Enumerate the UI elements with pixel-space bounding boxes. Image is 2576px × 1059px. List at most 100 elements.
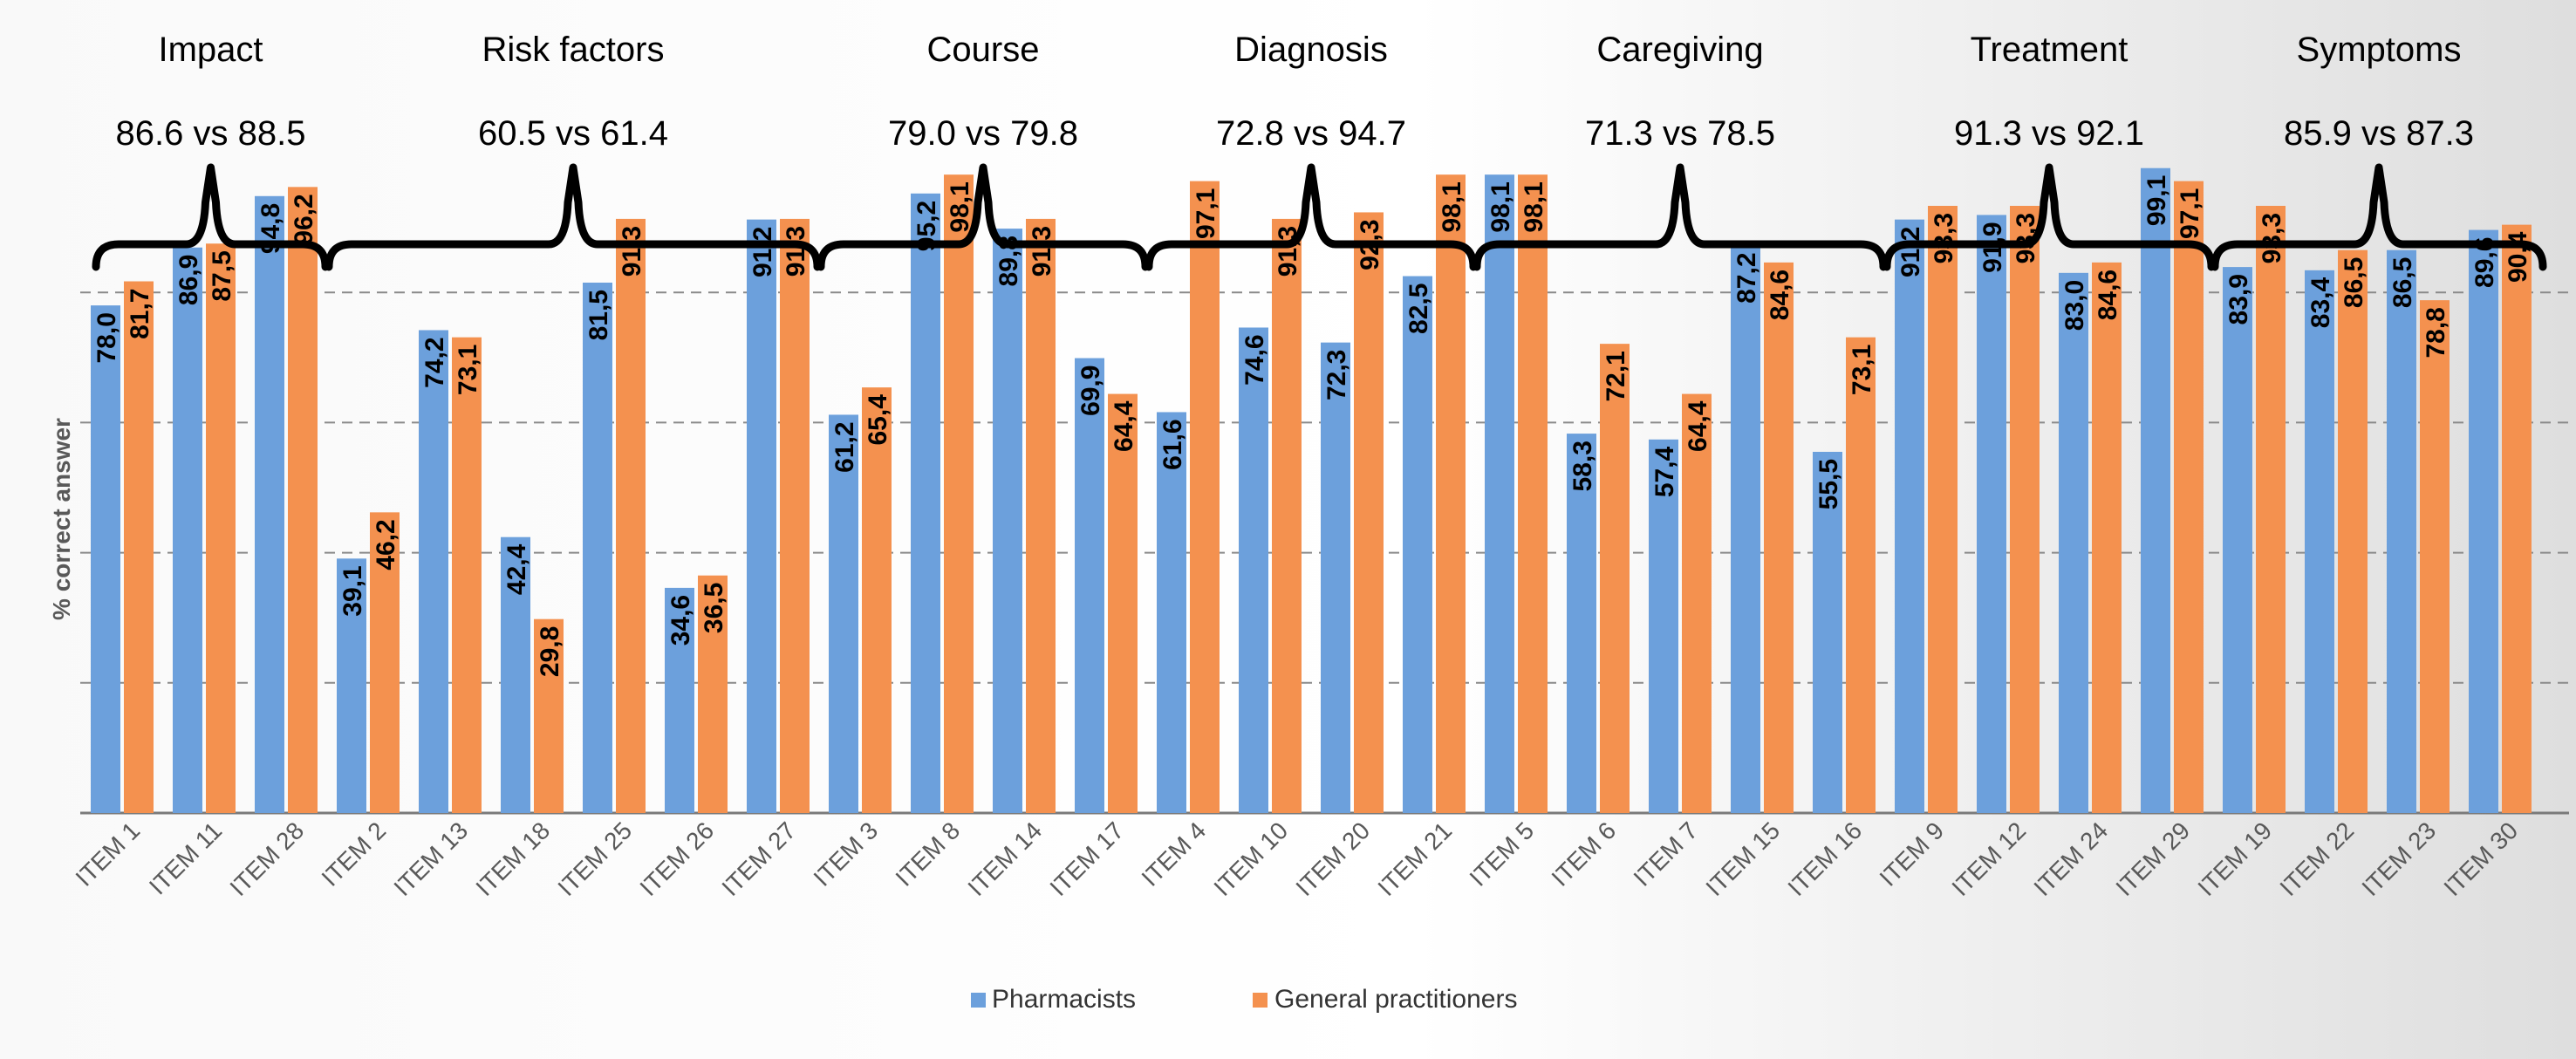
bar-pharmacists <box>1321 342 1350 814</box>
x-tick-label: ITEM 16 <box>1783 816 1868 901</box>
data-label-pharmacists: 61,6 <box>1158 419 1187 469</box>
bar-general-practitioners <box>2420 300 2450 814</box>
data-label-general-practitioners: 96,2 <box>290 194 318 244</box>
x-tick-label: ITEM 23 <box>2357 816 2442 901</box>
data-label-general-practitioners: 81,7 <box>126 289 154 339</box>
category-score-symptoms: 85.9 vs 87.3 <box>2284 114 2474 153</box>
bar-pharmacists <box>173 247 202 813</box>
category-title-caregiving: Caregiving <box>1596 31 1763 69</box>
bar-general-practitioners <box>1764 262 1794 813</box>
data-label-general-practitioners: 98,1 <box>1520 181 1548 232</box>
bar-general-practitioners <box>370 512 400 813</box>
category-score-course: 79.0 vs 79.8 <box>888 114 1078 153</box>
x-tick-label: ITEM 26 <box>635 816 720 901</box>
legend-swatch-general-practitioners <box>1253 993 1268 1008</box>
bar-general-practitioners <box>780 218 810 814</box>
bar-general-practitioners <box>2092 262 2122 813</box>
data-label-pharmacists: 83,9 <box>2224 274 2253 325</box>
data-label-pharmacists: 91,2 <box>1896 227 1925 277</box>
bar-pharmacists <box>1403 276 1432 813</box>
category-title-diagnosis: Diagnosis <box>1234 31 1388 69</box>
bar-general-practitioners <box>2338 249 2368 814</box>
data-label-pharmacists: 58,3 <box>1568 441 1597 491</box>
x-tick-label: ITEM 30 <box>2439 816 2524 901</box>
category-score-diagnosis: 72.8 vs 94.7 <box>1216 114 1406 153</box>
data-label-general-practitioners: 93,3 <box>1930 213 1958 263</box>
category-score-impact: 86.6 vs 88.5 <box>116 114 306 153</box>
data-label-pharmacists: 39,1 <box>338 565 367 616</box>
x-tick-label: ITEM 18 <box>471 816 556 901</box>
category-headers: Impact 86.6 vs 88.5 Risk factors 60.5 vs 61… <box>116 31 2474 153</box>
x-tick-label: ITEM 19 <box>2193 816 2278 901</box>
bar-pharmacists <box>747 219 776 813</box>
legend-label-pharmacists: Pharmacists <box>992 985 1136 1014</box>
bar-general-practitioners <box>2174 181 2204 813</box>
x-tick-label: ITEM 20 <box>1291 816 1376 901</box>
bar-pharmacists <box>1649 439 1678 813</box>
data-label-general-practitioners: 72,1 <box>1602 351 1630 401</box>
x-tick-label: ITEM 14 <box>963 816 1048 901</box>
data-label-general-practitioners: 73,1 <box>1848 345 1876 395</box>
bar-general-practitioners <box>288 187 318 813</box>
bar-pharmacists <box>2223 267 2252 814</box>
category-title-treatment: Treatment <box>1971 31 2128 69</box>
data-label-pharmacists: 83,0 <box>2060 280 2089 331</box>
x-tick-label: ITEM 13 <box>389 816 474 901</box>
x-tick-label: ITEM 12 <box>1947 816 2032 901</box>
bar-pharmacists <box>911 193 940 814</box>
data-label-pharmacists: 69,9 <box>1076 366 1105 416</box>
x-tick-label: ITEM 24 <box>2029 816 2114 901</box>
bar-general-practitioners <box>2502 224 2532 814</box>
x-tick-label: ITEM 17 <box>1045 816 1130 901</box>
data-label-pharmacists: 61,2 <box>830 421 859 472</box>
bar-pharmacists <box>91 305 120 813</box>
data-label-pharmacists: 74,2 <box>420 337 449 387</box>
bar-pharmacists <box>993 229 1022 813</box>
bar-pharmacists <box>583 283 612 813</box>
data-label-general-practitioners: 65,4 <box>864 394 892 446</box>
bar-pharmacists <box>2141 167 2170 814</box>
x-tick-label: ITEM 11 <box>144 816 227 899</box>
x-tick-label: ITEM 22 <box>2275 816 2360 901</box>
bar-general-practitioners <box>698 575 728 813</box>
category-title-course: Course <box>927 31 1040 69</box>
bar-pharmacists <box>2469 229 2498 814</box>
bracket-symptoms <box>2210 163 2547 271</box>
data-label-general-practitioners: 86,5 <box>2340 257 2368 308</box>
bar-general-practitioners <box>1682 393 1712 813</box>
bar-pharmacists <box>2387 249 2416 814</box>
bar-general-practitioners <box>452 337 482 813</box>
bar-general-practitioners <box>2010 205 2040 813</box>
data-label-pharmacists: 55,5 <box>1814 459 1843 509</box>
bar-general-practitioners <box>1354 212 1384 813</box>
x-tick-label: ITEM 1 <box>71 816 146 892</box>
data-label-general-practitioners: 91,3 <box>1028 226 1056 277</box>
bar-general-practitioners <box>1190 181 1220 813</box>
bar-pharmacists <box>1485 174 1514 813</box>
legend: Pharmacists General practitioners <box>971 985 1517 1014</box>
data-label-general-practitioners: 29,8 <box>536 626 564 677</box>
category-score-caregiving: 71.3 vs 78.5 <box>1585 114 1775 153</box>
data-label-general-practitioners: 64,4 <box>1684 400 1712 452</box>
bracket-diagnosis <box>1145 163 1478 271</box>
x-tick-label: ITEM 5 <box>1465 816 1540 892</box>
category-brackets <box>92 163 2547 271</box>
data-label-pharmacists: 99,1 <box>2142 175 2171 226</box>
legend-label-general-practitioners: General practitioners <box>1274 985 1517 1014</box>
data-label-pharmacists: 98,1 <box>1486 181 1515 232</box>
bar-pharmacists <box>1977 215 2006 813</box>
x-tick-label: ITEM 10 <box>1209 816 1294 901</box>
data-label-pharmacists: 86,9 <box>174 255 203 305</box>
x-tick-label: ITEM 7 <box>1629 816 1704 892</box>
bar-pharmacists <box>337 558 366 813</box>
bracket-impact <box>92 163 330 271</box>
bar-general-practitioners <box>1518 174 1548 813</box>
x-tick-label: ITEM 29 <box>2111 816 2196 901</box>
category-title-impact: Impact <box>158 31 263 69</box>
bar-pharmacists <box>1813 451 1842 813</box>
data-label-pharmacists: 42,4 <box>502 543 531 595</box>
legend-swatch-pharmacists <box>971 993 986 1008</box>
data-label-general-practitioners: 97,1 <box>2176 188 2204 239</box>
